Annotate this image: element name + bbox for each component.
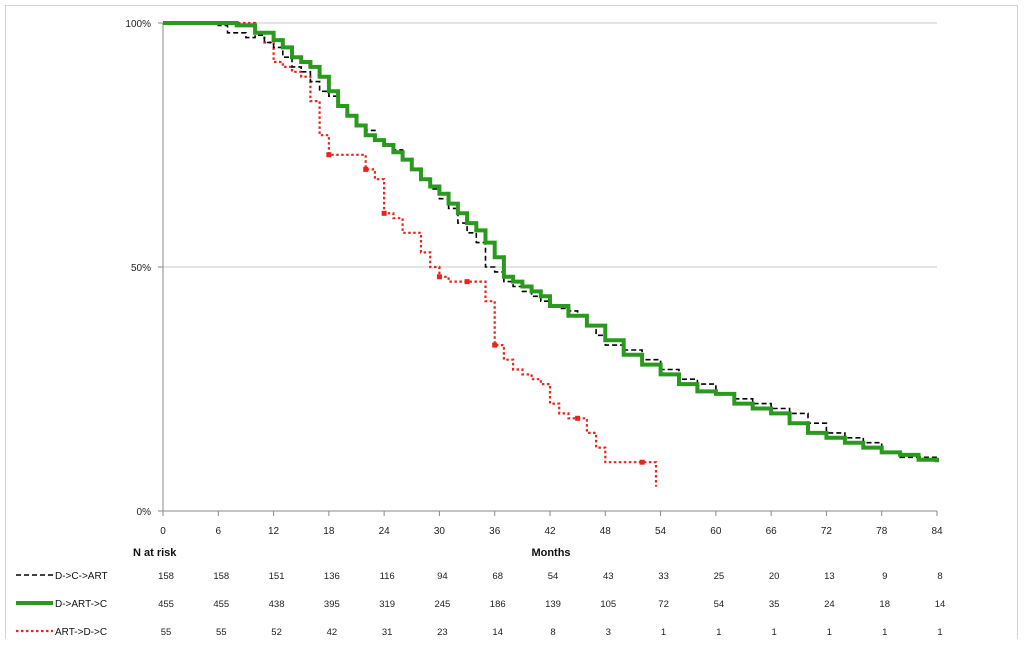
x-tick-labels: 0 6 12 18 24 30 36 42 48 54 60 66 72 78 84 bbox=[160, 511, 943, 537]
x-tick-label: 6 bbox=[216, 526, 222, 537]
x-axis-title: Months bbox=[531, 547, 570, 559]
risk-value: 116 bbox=[380, 571, 395, 582]
x-tick-label: 24 bbox=[379, 526, 391, 537]
risk-table: D->C->ART 158 158 151 136 116 94 68 54 43 33 25 20 13… bbox=[16, 571, 945, 638]
chart-frame bbox=[5, 5, 1018, 639]
censor-mark bbox=[381, 210, 387, 216]
x-tick-label: 18 bbox=[323, 526, 335, 537]
censor-mark bbox=[326, 152, 332, 158]
risk-value: 54 bbox=[548, 571, 559, 582]
risk-value: 1 bbox=[937, 627, 942, 638]
censor-mark bbox=[575, 415, 581, 421]
risk-value: 3 bbox=[606, 627, 611, 638]
x-tick-label: 66 bbox=[766, 526, 778, 537]
x-tick-label: 78 bbox=[876, 526, 888, 537]
risk-value: 33 bbox=[658, 571, 669, 582]
legend-label: ART->D->C bbox=[55, 627, 107, 638]
risk-value: 395 bbox=[324, 599, 340, 610]
risk-value: 139 bbox=[545, 599, 561, 610]
x-tick-label: 48 bbox=[600, 526, 612, 537]
censor-mark bbox=[436, 274, 442, 280]
risk-table-title: N at risk bbox=[133, 547, 177, 559]
risk-value: 54 bbox=[714, 599, 725, 610]
risk-value: 25 bbox=[714, 571, 725, 582]
risk-value: 72 bbox=[658, 599, 669, 610]
risk-value: 43 bbox=[603, 571, 614, 582]
risk-value: 1 bbox=[716, 627, 721, 638]
risk-value: 438 bbox=[269, 599, 285, 610]
y-tick-label: 50% bbox=[131, 263, 151, 274]
risk-value: 42 bbox=[327, 627, 338, 638]
risk-value: 245 bbox=[434, 599, 450, 610]
x-tick-label: 30 bbox=[434, 526, 446, 537]
gridlines bbox=[163, 22, 937, 268]
series-line-2 bbox=[163, 21, 658, 487]
series-lines bbox=[163, 21, 939, 487]
x-tick-label: 12 bbox=[268, 526, 280, 537]
risk-value: 52 bbox=[271, 627, 282, 638]
risk-value: 14 bbox=[935, 599, 946, 610]
y-tick-labels: 0% 50% 100% bbox=[125, 19, 163, 518]
risk-value: 55 bbox=[161, 627, 172, 638]
risk-value: 105 bbox=[600, 599, 616, 610]
risk-value: 186 bbox=[490, 599, 506, 610]
risk-value: 31 bbox=[382, 627, 393, 638]
censor-mark bbox=[492, 342, 498, 348]
risk-value: 151 bbox=[269, 571, 285, 582]
risk-value: 136 bbox=[324, 571, 340, 582]
risk-value: 14 bbox=[492, 627, 503, 638]
risk-value: 20 bbox=[769, 571, 780, 582]
risk-value: 319 bbox=[379, 599, 395, 610]
risk-value: 1 bbox=[771, 627, 776, 638]
x-tick-label: 54 bbox=[655, 526, 667, 537]
y-tick-label: 0% bbox=[137, 507, 152, 518]
risk-value: 1 bbox=[827, 627, 832, 638]
censor-mark bbox=[363, 166, 369, 172]
y-tick-label: 100% bbox=[125, 19, 151, 30]
legend-label: D->C->ART bbox=[55, 571, 108, 582]
x-tick-label: 84 bbox=[931, 526, 943, 537]
risk-value: 455 bbox=[158, 599, 174, 610]
risk-value: 8 bbox=[550, 627, 555, 638]
legend-label: D->ART->C bbox=[55, 599, 107, 610]
series-line-1 bbox=[163, 21, 939, 463]
series-line-0 bbox=[163, 22, 938, 460]
risk-value: 94 bbox=[437, 571, 448, 582]
risk-value: 23 bbox=[437, 627, 448, 638]
x-tick-label: 72 bbox=[821, 526, 833, 537]
risk-value: 455 bbox=[213, 599, 229, 610]
risk-value: 1 bbox=[661, 627, 666, 638]
risk-value: 24 bbox=[824, 599, 835, 610]
risk-value: 68 bbox=[492, 571, 503, 582]
risk-value: 18 bbox=[879, 599, 890, 610]
risk-value: 158 bbox=[158, 571, 174, 582]
censor-mark bbox=[639, 459, 645, 465]
x-tick-label: 36 bbox=[489, 526, 501, 537]
risk-value: 158 bbox=[213, 571, 229, 582]
risk-value: 13 bbox=[824, 571, 835, 582]
x-tick-label: 0 bbox=[160, 526, 166, 537]
x-tick-label: 60 bbox=[710, 526, 722, 537]
x-tick-label: 42 bbox=[544, 526, 556, 537]
risk-value: 9 bbox=[882, 571, 887, 582]
risk-value: 55 bbox=[216, 627, 227, 638]
risk-value: 35 bbox=[769, 599, 780, 610]
risk-value: 1 bbox=[882, 627, 887, 638]
censor-mark bbox=[464, 279, 470, 285]
risk-value: 8 bbox=[937, 571, 942, 582]
